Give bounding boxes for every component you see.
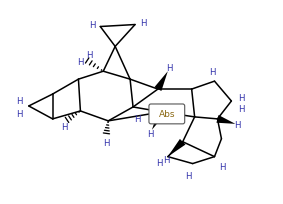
Text: H: H <box>156 158 163 167</box>
Text: H: H <box>140 19 146 28</box>
Polygon shape <box>168 139 186 157</box>
Text: H: H <box>167 63 173 72</box>
Text: H: H <box>234 121 241 130</box>
Text: H: H <box>185 171 192 180</box>
Polygon shape <box>155 72 168 92</box>
Text: H: H <box>17 96 23 105</box>
Polygon shape <box>216 115 235 124</box>
Text: H: H <box>86 51 93 60</box>
Text: H: H <box>209 67 216 76</box>
Text: Abs: Abs <box>158 110 175 119</box>
Text: H: H <box>219 162 226 171</box>
Text: H: H <box>89 21 96 30</box>
Text: H: H <box>77 58 84 67</box>
Text: H: H <box>17 110 23 119</box>
Text: H: H <box>238 105 245 114</box>
Text: H: H <box>61 123 68 132</box>
Text: H: H <box>147 130 153 139</box>
FancyBboxPatch shape <box>149 104 185 124</box>
Text: H: H <box>238 93 245 102</box>
Text: H: H <box>134 115 140 124</box>
Text: H: H <box>164 155 170 164</box>
Polygon shape <box>152 110 165 130</box>
Text: H: H <box>103 139 110 147</box>
